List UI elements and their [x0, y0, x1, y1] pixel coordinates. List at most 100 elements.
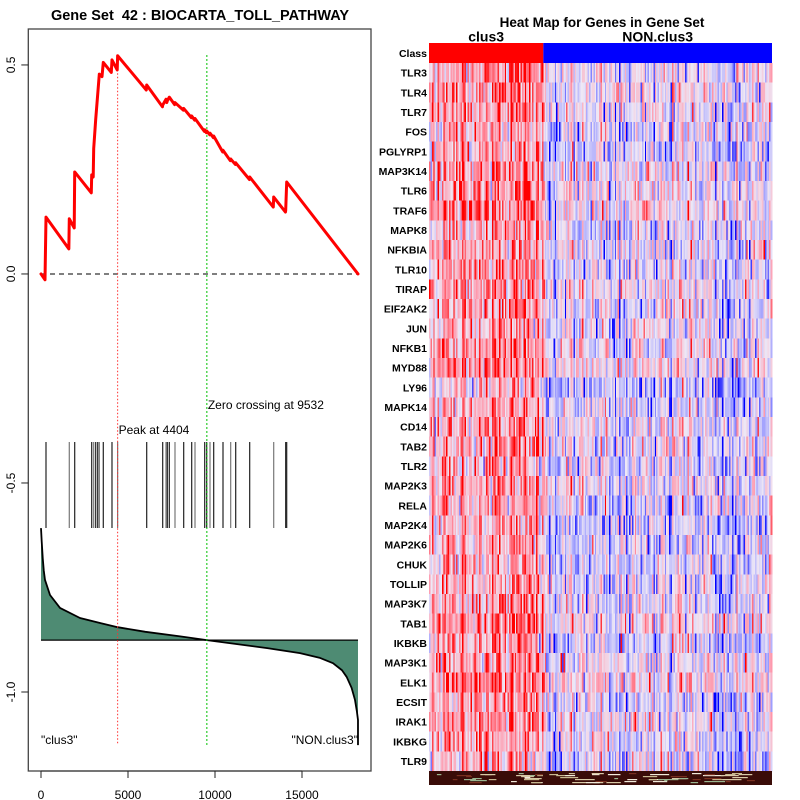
- heatmap-cell: [626, 318, 629, 339]
- heatmap-cell: [461, 82, 464, 103]
- heatmap-cell: [663, 102, 666, 123]
- heatmap-cell: [713, 63, 716, 84]
- heatmap-cell: [497, 358, 500, 379]
- heatmap-cell: [634, 102, 637, 123]
- heatmap-cell: [611, 82, 614, 103]
- heatmap-cell: [770, 358, 773, 379]
- heatmap-cell: [491, 299, 494, 320]
- heatmap-cell: [493, 318, 496, 339]
- heatmap-cell: [539, 338, 541, 359]
- heatmap-cell: [439, 240, 441, 261]
- heatmap-cell: [537, 63, 540, 84]
- gene-set-heatmap: Heat Map for Genes in Gene Set Class clu…: [379, 15, 773, 785]
- heatmap-cell: [441, 338, 444, 359]
- heatmap-cell: [503, 338, 506, 359]
- heatmap-cell: [716, 181, 719, 202]
- heatmap-cell: [511, 299, 514, 320]
- heatmap-cell: [507, 82, 510, 103]
- heatmap-cell: [476, 102, 478, 123]
- heatmap-cell: [640, 63, 643, 84]
- heatmap-cell: [464, 82, 467, 103]
- heatmap-cell: [607, 279, 610, 300]
- heatmap-cell: [601, 122, 604, 143]
- gene-label: NFKBIA: [387, 245, 427, 257]
- heatmap-cell: [757, 141, 760, 162]
- heatmap-cell: [546, 181, 549, 202]
- heatmap-cell: [583, 200, 586, 221]
- heatmap-cell: [603, 279, 606, 300]
- heatmap-cell: [756, 161, 759, 182]
- heatmap-cell: [663, 200, 666, 221]
- heatmap-cell: [511, 358, 514, 379]
- heatmap-cell: [549, 220, 551, 241]
- heatmap-cell: [534, 141, 537, 162]
- heatmap-cell: [430, 318, 433, 339]
- heatmap-cell: [633, 220, 636, 241]
- heatmap-cell: [453, 63, 456, 84]
- heatmap-cell: [444, 63, 447, 84]
- heatmap-cell: [446, 240, 448, 261]
- heatmap-cell: [711, 141, 714, 162]
- heatmap-cell: [610, 181, 613, 202]
- heatmap-cell: [434, 358, 437, 379]
- heatmap-cell: [666, 318, 669, 339]
- heatmap-cell: [667, 279, 670, 300]
- heatmap-cell: [716, 63, 719, 84]
- heatmap-cell: [753, 200, 756, 221]
- heatmap-cell: [764, 299, 767, 320]
- heatmap-cell: [499, 299, 501, 320]
- heatmap-cell: [687, 161, 690, 182]
- heatmap-cell: [503, 259, 506, 280]
- heatmap-cell: [579, 259, 581, 280]
- heatmap-cell: [614, 102, 617, 123]
- heatmap-cell: [591, 161, 594, 182]
- heatmap-cell: [467, 358, 470, 379]
- heatmap-cell: [666, 259, 669, 280]
- heatmap-cell: [704, 181, 707, 202]
- heatmap-cell: [634, 240, 637, 261]
- heatmap-cell: [506, 200, 509, 221]
- heatmap-cell: [449, 259, 451, 280]
- heatmap-cell: [731, 279, 734, 300]
- heatmap-cell: [446, 141, 448, 162]
- heatmap-cell: [684, 82, 687, 103]
- heatmap-cell: [459, 141, 461, 162]
- heatmap-cell: [471, 318, 474, 339]
- heatmap-cell: [563, 259, 566, 280]
- heatmap-cell: [506, 279, 509, 300]
- heatmap-cell: [717, 240, 720, 261]
- heatmap-cell: [510, 318, 513, 339]
- heatmap-cell: [584, 200, 587, 221]
- heatmap-cell: [677, 259, 680, 280]
- heatmap-cell: [471, 259, 474, 280]
- heatmap-cell: [696, 181, 699, 202]
- heatmap-cell: [437, 279, 440, 300]
- heatmap-cell: [600, 259, 603, 280]
- heatmap-cell: [634, 63, 637, 84]
- heatmap-cell: [554, 102, 557, 123]
- heatmap-cell: [627, 200, 630, 221]
- heatmap-cell: [473, 200, 476, 221]
- heatmap-cell: [431, 181, 434, 202]
- heatmap-cell: [680, 259, 683, 280]
- heatmap-cell: [544, 338, 547, 359]
- heatmap-cell: [486, 279, 488, 300]
- heatmap-cell: [543, 102, 546, 123]
- heatmap-cell: [491, 161, 494, 182]
- heatmap-cell: [633, 259, 636, 280]
- heatmap-cell: [436, 220, 438, 241]
- heatmap-cell: [681, 82, 684, 103]
- heatmap-cell: [529, 102, 531, 123]
- heatmap-cell: [579, 122, 581, 143]
- heatmap-cell: [744, 63, 747, 84]
- heatmap-cell: [621, 141, 624, 162]
- heatmap-cell: [527, 82, 530, 103]
- heatmap-cell: [560, 181, 563, 202]
- heatmap-cell: [723, 82, 726, 103]
- heatmap-cell: [753, 220, 756, 241]
- heatmap-cell: [519, 279, 521, 300]
- heatmap-cell: [760, 220, 763, 241]
- heatmap-cell: [519, 358, 521, 379]
- heatmap-cell: [603, 161, 606, 182]
- heatmap-cell: [713, 161, 716, 182]
